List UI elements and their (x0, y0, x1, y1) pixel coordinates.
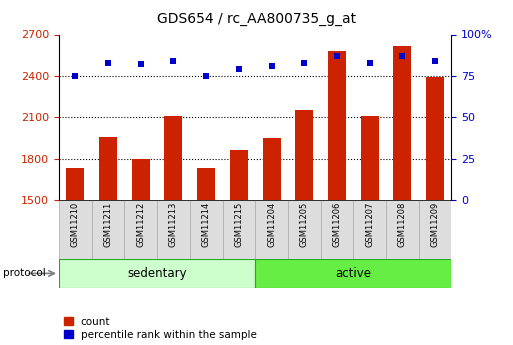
Text: GSM11208: GSM11208 (398, 202, 407, 247)
Text: sedentary: sedentary (127, 267, 187, 280)
Bar (295, 110, 313, 200)
Text: GSM11212: GSM11212 (136, 202, 145, 247)
Bar (386, 200, 419, 259)
Bar (59, 259, 255, 288)
Bar (255, 200, 288, 259)
Point (366, 60, 374, 66)
Bar (59, 200, 92, 259)
Bar (321, 200, 353, 259)
Point (300, 60, 308, 66)
Bar (124, 200, 157, 259)
Bar (66, 168, 84, 200)
Text: GSM11205: GSM11205 (300, 202, 309, 247)
Bar (419, 200, 451, 259)
Point (235, 67, 243, 72)
Point (267, 63, 275, 69)
Text: active: active (336, 267, 371, 280)
Bar (92, 200, 125, 259)
Point (136, 61, 145, 67)
Point (71, 73, 80, 79)
Text: GSM11209: GSM11209 (430, 202, 440, 247)
Text: GSM11207: GSM11207 (365, 202, 374, 247)
Text: protocol: protocol (3, 268, 45, 278)
Bar (255, 259, 451, 288)
Text: GSM11215: GSM11215 (234, 202, 243, 247)
Point (202, 73, 210, 79)
Bar (328, 51, 346, 200)
Bar (393, 46, 411, 200)
Bar (165, 116, 183, 200)
Bar (223, 200, 255, 259)
Bar (353, 200, 386, 259)
Bar (190, 200, 223, 259)
Text: GSM11210: GSM11210 (71, 202, 80, 247)
Legend: count, percentile rank within the sample: count, percentile rank within the sample (64, 317, 256, 340)
Text: GSM11214: GSM11214 (202, 202, 211, 247)
Bar (132, 159, 150, 200)
Text: GSM11206: GSM11206 (332, 202, 342, 247)
Text: GSM11213: GSM11213 (169, 202, 178, 247)
Text: GSM11211: GSM11211 (104, 202, 112, 247)
Bar (361, 116, 379, 200)
Bar (426, 77, 444, 200)
Point (431, 58, 439, 64)
Bar (197, 168, 215, 200)
Point (104, 60, 112, 66)
Point (333, 53, 341, 59)
Bar (263, 138, 281, 200)
Bar (230, 150, 248, 200)
Point (169, 58, 177, 64)
Bar (157, 200, 190, 259)
Bar (99, 137, 117, 200)
Text: GSM11204: GSM11204 (267, 202, 276, 247)
Bar (288, 200, 321, 259)
Text: GDS654 / rc_AA800735_g_at: GDS654 / rc_AA800735_g_at (157, 12, 356, 26)
Point (398, 53, 406, 59)
